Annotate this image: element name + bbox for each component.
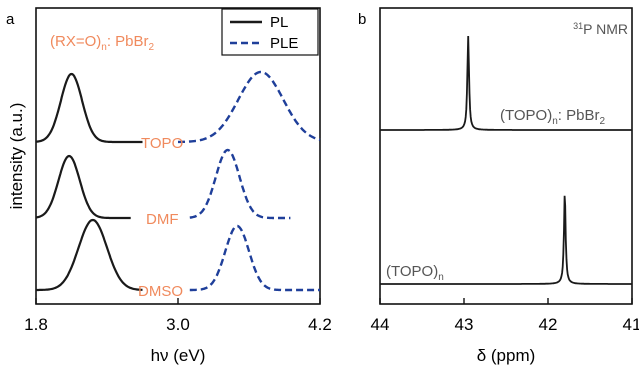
- panel-a-xtick-label: 4.2: [308, 315, 332, 334]
- panel-a-title-suffix: : PbBr: [107, 33, 149, 50]
- sample-label-dmso: DMSO: [138, 283, 183, 300]
- panel-a-legend: PL PLE: [221, 8, 319, 56]
- panel-b-xticks: 44 43 42 41: [371, 298, 639, 334]
- curve-dmso-pl: [36, 218, 143, 292]
- sample-label-topo: TOPO: [141, 135, 183, 152]
- curve-topo-pl: [36, 72, 143, 144]
- panel-a-label: a: [6, 11, 15, 28]
- curve-topo-ple: [178, 70, 321, 144]
- curve-dmso-ple: [189, 224, 320, 292]
- panel-b: b 31P NMR (TOPO)n: PbBr2 (TOPO)n 44 43 42 4…: [358, 7, 639, 365]
- sample-label-dmf: DMF: [146, 211, 179, 228]
- panel-b-xtick-label: 41: [623, 315, 639, 334]
- nmr-label-complex: (TOPO)n: PbBr2: [500, 107, 605, 127]
- curve-dmf-ple: [189, 148, 291, 220]
- nmr-label-free: (TOPO)n: [386, 263, 444, 283]
- nmr-label-complex-main: (TOPO): [500, 107, 552, 124]
- panel-a-xticks: 1.8 3.0 4.2: [24, 298, 332, 334]
- panel-b-xtick-label: 42: [539, 315, 558, 334]
- panel-b-xtick-label: 44: [371, 315, 390, 334]
- panel-b-title: 31P NMR: [573, 21, 628, 37]
- panel-b-label: b: [358, 11, 366, 28]
- nmr-spectrum-complex: [380, 35, 632, 131]
- nmr-spectrum-free: [380, 195, 632, 285]
- panel-b-xtick-label: 43: [455, 315, 474, 334]
- panel-a-xtick-label: 3.0: [166, 315, 190, 334]
- legend-ple-label: PLE: [270, 35, 298, 52]
- panel-a-title: (RX=O)n: PbBr2: [50, 33, 155, 53]
- panel-b-xlabel: δ (ppm): [477, 346, 536, 365]
- panel-b-title-sup: 31: [573, 21, 583, 31]
- panel-a-title-main: (RX=O): [50, 33, 101, 50]
- panel-b-curves: [380, 35, 632, 285]
- panel-b-title-main: P NMR: [583, 21, 628, 37]
- panel-a-title-sub: n: [101, 42, 107, 53]
- panel-a-title-sub2: 2: [149, 42, 155, 53]
- panel-a: a intensity (a.u.) (RX=O)n: PbBr2 PL PLE…: [6, 7, 332, 365]
- curve-dmf-pl: [35, 154, 131, 220]
- panel-b-frame: [379, 7, 633, 305]
- nmr-label-complex-sub2: 2: [599, 116, 605, 127]
- legend-box: [221, 8, 319, 56]
- nmr-label-free-sub: n: [438, 272, 444, 283]
- nmr-label-free-main: (TOPO): [386, 263, 438, 280]
- nmr-label-complex-sub: n: [552, 116, 558, 127]
- panel-a-ylabel: intensity (a.u.): [7, 103, 26, 210]
- legend-pl-label: PL: [270, 14, 288, 31]
- panel-a-xtick-label: 1.8: [24, 315, 48, 334]
- panel-a-xlabel: hν (eV): [151, 346, 206, 365]
- panel-a-curves: [35, 70, 321, 292]
- nmr-label-complex-suffix: : PbBr: [558, 107, 600, 124]
